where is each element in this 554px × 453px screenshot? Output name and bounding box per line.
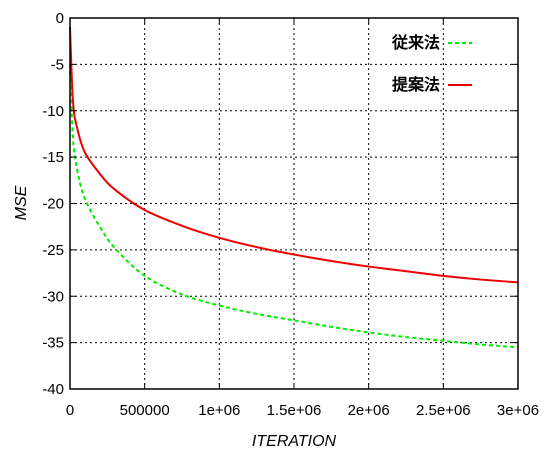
legend-label: 提案法 — [392, 75, 440, 94]
x-tick-label: 2.5e+06 — [416, 402, 471, 419]
y-tick-label: 0 — [56, 10, 64, 27]
y-tick-label: -5 — [51, 56, 64, 73]
x-tick-label: 1e+06 — [198, 402, 240, 419]
series-line-2 — [69, 27, 519, 284]
series-lines — [69, 27, 519, 349]
y-tick-label: -40 — [42, 381, 64, 398]
y-tick-label: -30 — [42, 288, 64, 305]
y-tick-label: -35 — [42, 335, 64, 352]
axis-ticks: 0 500000 1e+06 1.5e+06 2e+06 2.5e+06 3e+06 0 -5 -… — [42, 10, 539, 419]
x-axis-label: ITERATION — [252, 433, 337, 450]
x-tick-label: 1.5e+06 — [267, 402, 322, 419]
grid-lines — [70, 18, 518, 389]
y-tick-label: -10 — [42, 103, 64, 120]
y-tick-label: -25 — [42, 242, 64, 259]
series-line-1 — [69, 64, 519, 349]
x-tick-label: 0 — [66, 402, 74, 419]
x-tick-label: 500000 — [120, 402, 170, 419]
y-tick-label: -15 — [42, 149, 64, 166]
y-axis-label: MSE — [13, 185, 30, 220]
x-tick-label: 2e+06 — [348, 402, 390, 419]
y-tick-label: -20 — [42, 196, 64, 213]
legend-label: 従来法 — [391, 33, 440, 52]
x-tick-label: 3e+06 — [497, 402, 539, 419]
